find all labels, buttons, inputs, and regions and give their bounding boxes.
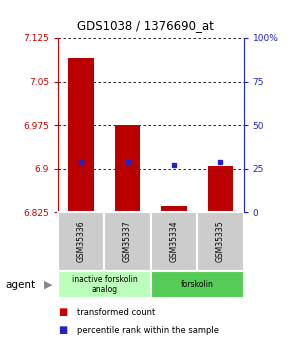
- FancyBboxPatch shape: [58, 212, 104, 271]
- Bar: [68, 58, 94, 212]
- FancyBboxPatch shape: [197, 212, 244, 271]
- Text: GSM35337: GSM35337: [123, 221, 132, 262]
- Bar: [115, 125, 140, 212]
- Bar: [208, 166, 233, 212]
- Text: percentile rank within the sample: percentile rank within the sample: [77, 326, 219, 335]
- Bar: [161, 206, 187, 212]
- Text: ■: ■: [58, 325, 67, 335]
- Text: GSM35336: GSM35336: [77, 221, 86, 262]
- Text: forskolin: forskolin: [181, 280, 214, 289]
- FancyBboxPatch shape: [151, 212, 197, 271]
- FancyBboxPatch shape: [104, 212, 151, 271]
- FancyBboxPatch shape: [58, 271, 151, 298]
- Text: GDS1038 / 1376690_at: GDS1038 / 1376690_at: [77, 19, 213, 32]
- Text: ▶: ▶: [44, 280, 52, 289]
- FancyBboxPatch shape: [151, 271, 244, 298]
- Text: GSM35335: GSM35335: [216, 221, 225, 262]
- Text: agent: agent: [6, 280, 36, 289]
- Text: GSM35334: GSM35334: [169, 221, 179, 262]
- Text: inactive forskolin
analog: inactive forskolin analog: [72, 275, 137, 294]
- Text: transformed count: transformed count: [77, 308, 155, 317]
- Text: ■: ■: [58, 307, 67, 317]
